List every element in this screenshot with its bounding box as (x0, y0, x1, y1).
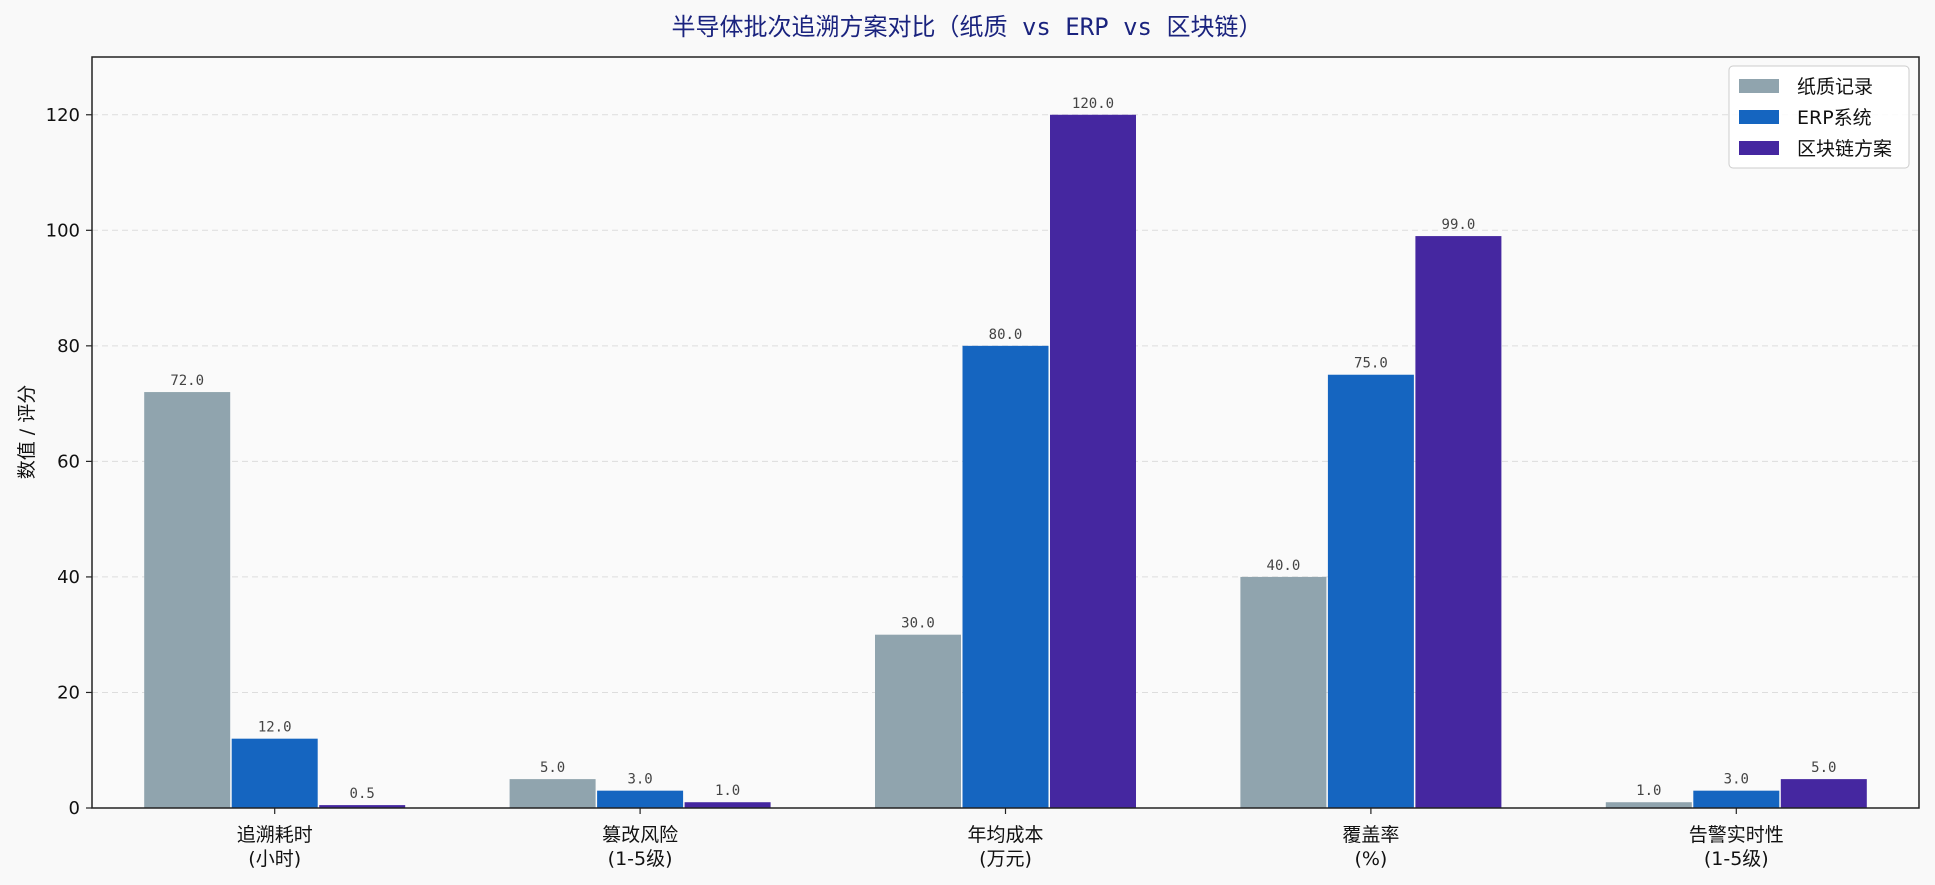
y-tick-label: 100 (46, 220, 80, 241)
data-label: 3.0 (1724, 772, 1749, 788)
data-label: 1.0 (715, 783, 740, 799)
data-label: 120.0 (1072, 96, 1114, 112)
y-tick-label: 0 (69, 798, 80, 819)
data-label: 0.5 (350, 786, 375, 802)
data-label: 5.0 (1811, 760, 1836, 776)
bar (231, 738, 318, 808)
y-tick-label: 120 (46, 105, 80, 126)
x-tick-label: 告警实时性 (1689, 824, 1784, 846)
bar (962, 345, 1049, 808)
legend-swatch (1739, 141, 1779, 155)
x-tick-label: (%) (1354, 848, 1387, 870)
bar (509, 779, 596, 808)
bar (144, 392, 231, 808)
data-label: 80.0 (989, 327, 1023, 343)
x-axis: 追溯耗时(小时)篡改风险(1-5级)年均成本(万元)覆盖率(%)告警实时性(1-… (237, 808, 1784, 870)
data-label: 3.0 (627, 772, 652, 788)
legend-label: 区块链方案 (1797, 138, 1892, 160)
data-label: 12.0 (258, 720, 292, 736)
bar (1780, 779, 1867, 808)
plot-area: 72.0 12.0 0.5 5.0 3.0 1.0 30.0 80.0 120.0 40.0 75.… (91, 56, 1920, 809)
data-label: 40.0 (1267, 558, 1301, 574)
bar (1605, 802, 1692, 808)
legend-swatch (1739, 79, 1779, 93)
data-label: 1.0 (1636, 783, 1661, 799)
x-tick-label: (万元) (979, 848, 1032, 870)
x-tick-label: (1-5级) (608, 848, 673, 870)
y-tick-label: 20 (57, 682, 80, 703)
x-tick-label: 篡改风险 (602, 824, 678, 846)
y-tick-label: 40 (57, 567, 80, 588)
bar (875, 634, 961, 808)
x-tick-label: (1-5级) (1704, 848, 1769, 870)
data-label: 30.0 (901, 616, 935, 632)
y-axis-label: 数值 / 评分 (16, 385, 38, 479)
bar (597, 790, 684, 808)
bar (1327, 374, 1414, 808)
bar (1240, 576, 1327, 808)
bar (1693, 790, 1780, 808)
bar (319, 805, 406, 808)
x-tick-label: 覆盖率 (1342, 824, 1399, 846)
bar (684, 802, 771, 808)
data-label: 72.0 (170, 373, 204, 389)
chart-title: 半导体批次追溯方案对比（纸质 vs ERP vs 区块链） (672, 13, 1263, 41)
y-tick-label: 80 (57, 336, 80, 357)
x-tick-label: (小时) (248, 848, 301, 870)
data-label: 5.0 (540, 760, 565, 776)
value-labels: 72.0 12.0 0.5 5.0 3.0 1.0 30.0 80.0 120.0 40.0 75.… (170, 96, 1836, 802)
y-tick-label: 60 (57, 451, 80, 472)
data-label: 99.0 (1442, 217, 1476, 233)
x-tick-label: 年均成本 (967, 824, 1043, 846)
bars (144, 114, 1867, 809)
y-axis: 0 20 40 60 80 100 120 (46, 105, 92, 819)
legend-label: 纸质记录 (1797, 76, 1873, 98)
bar (1415, 236, 1502, 809)
x-tick-label: 追溯耗时 (237, 824, 313, 846)
legend-swatch (1739, 110, 1779, 124)
bar (1050, 114, 1136, 809)
data-label: 75.0 (1354, 356, 1388, 372)
legend-label: ERP系统 (1797, 107, 1872, 129)
